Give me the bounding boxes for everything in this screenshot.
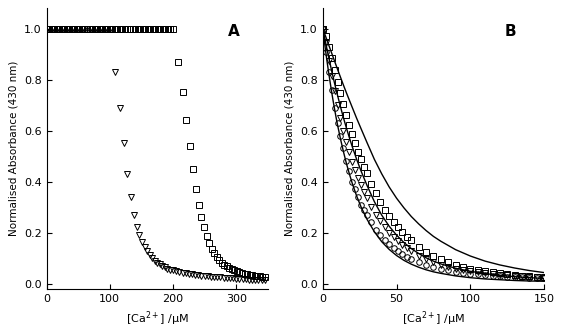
Y-axis label: Normalised Absorbance (430 nm): Normalised Absorbance (430 nm) [284, 61, 294, 236]
X-axis label: [Ca$^{2+}$] /μM: [Ca$^{2+}$] /μM [402, 309, 465, 328]
Y-axis label: Normalised Absorbance (430 nm): Normalised Absorbance (430 nm) [8, 61, 19, 236]
Text: A: A [228, 25, 240, 39]
X-axis label: [Ca$^{2+}$] /μM: [Ca$^{2+}$] /μM [126, 309, 189, 328]
Text: B: B [504, 25, 516, 39]
